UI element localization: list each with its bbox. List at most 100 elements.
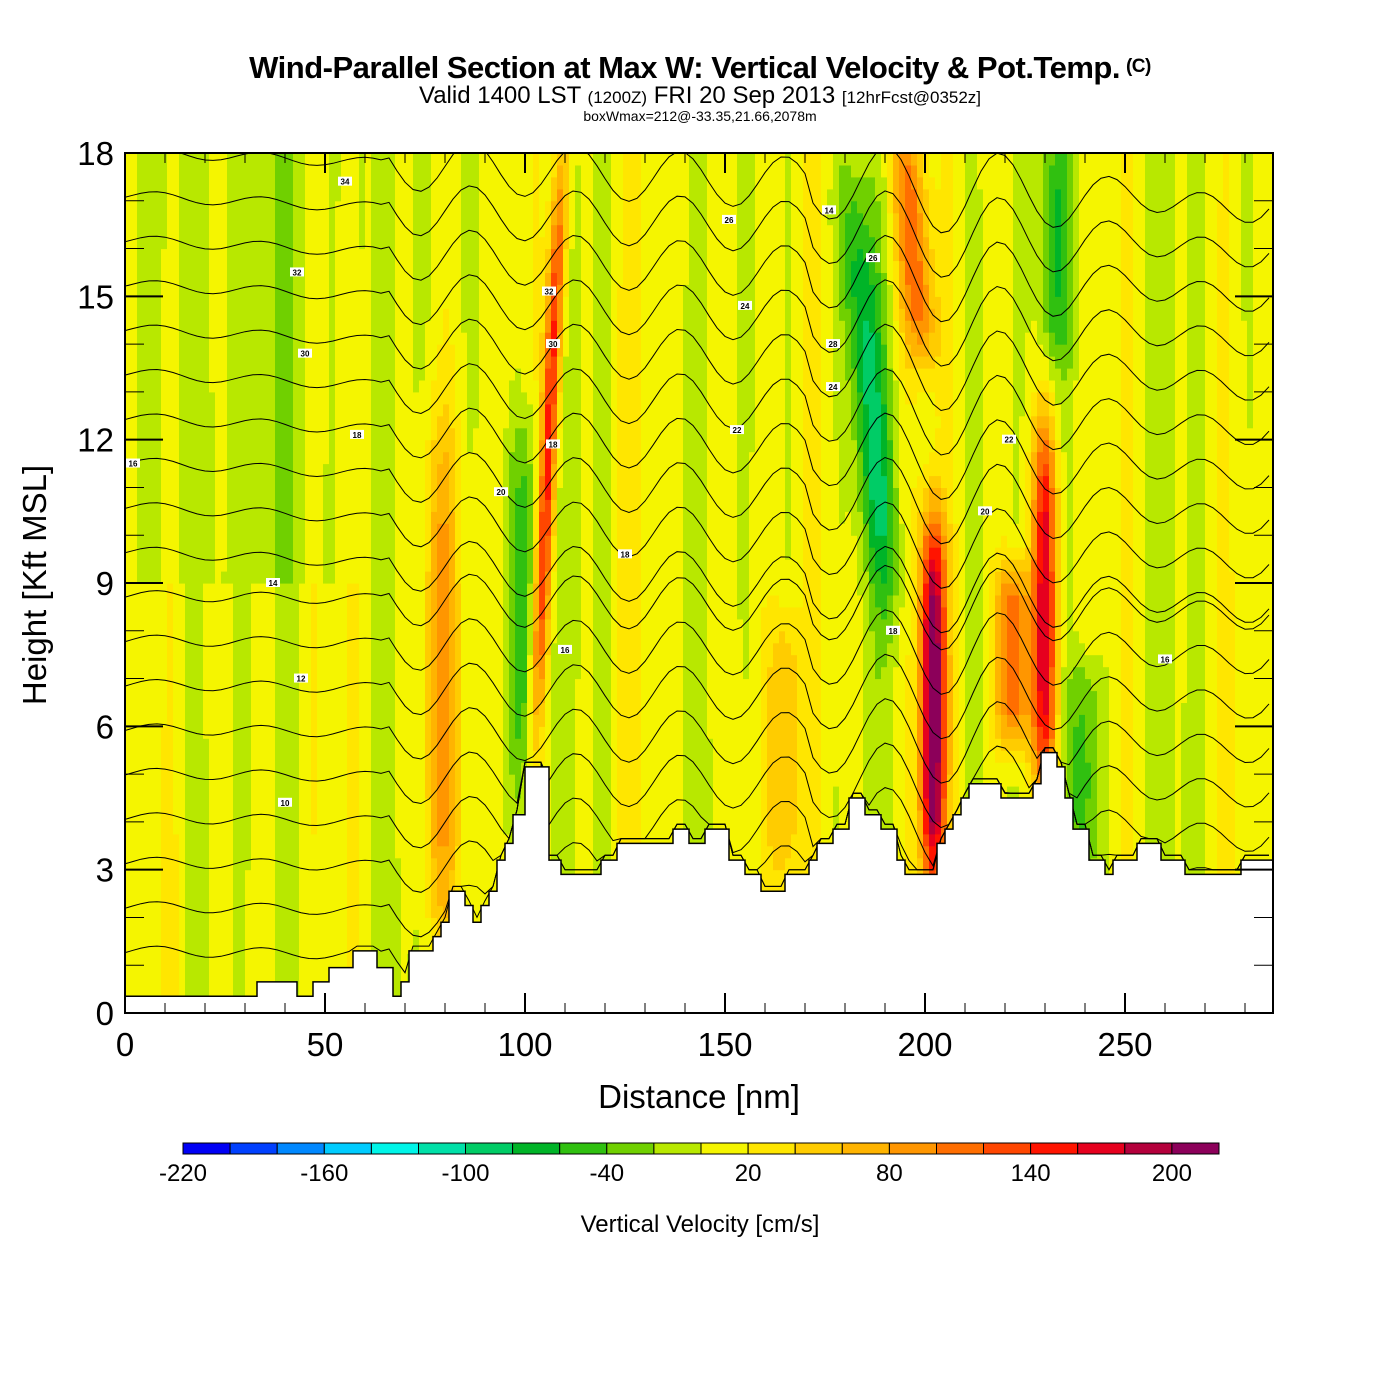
field-cell bbox=[323, 594, 330, 608]
field-cell bbox=[467, 809, 474, 823]
field-cell bbox=[137, 929, 144, 942]
field-cell bbox=[323, 164, 330, 178]
field-cell bbox=[461, 296, 468, 309]
field-cell bbox=[437, 547, 444, 560]
field-cell bbox=[215, 774, 222, 787]
field-cell bbox=[383, 618, 390, 632]
field-cell bbox=[365, 415, 372, 429]
field-cell bbox=[227, 869, 234, 883]
field-cell bbox=[155, 774, 162, 787]
field-cell bbox=[389, 415, 396, 429]
field-cell bbox=[191, 869, 198, 883]
field-cell bbox=[299, 678, 306, 692]
field-cell bbox=[353, 559, 360, 572]
field-cell bbox=[251, 905, 258, 918]
field-cell bbox=[269, 786, 276, 799]
field-cell bbox=[407, 929, 414, 942]
field-cell bbox=[245, 774, 252, 787]
field-cell bbox=[365, 188, 372, 202]
field-cell bbox=[161, 618, 168, 632]
field-cell bbox=[185, 702, 192, 715]
field-cell bbox=[341, 583, 348, 596]
field-cell bbox=[461, 642, 468, 656]
field-cell bbox=[125, 953, 132, 966]
field-cell bbox=[239, 487, 246, 500]
field-cell bbox=[263, 164, 270, 178]
field-cell bbox=[287, 308, 294, 321]
field-cell bbox=[167, 475, 174, 488]
field-cell bbox=[317, 200, 324, 214]
field-cell bbox=[173, 547, 180, 560]
field-cell bbox=[425, 893, 432, 907]
field-cell bbox=[371, 153, 378, 166]
field-cell bbox=[341, 153, 348, 166]
field-cell bbox=[341, 403, 348, 417]
field-cell bbox=[347, 559, 354, 572]
field-cell bbox=[251, 236, 258, 250]
field-cell bbox=[155, 917, 162, 930]
field-cell bbox=[425, 821, 432, 835]
field-cell bbox=[347, 511, 354, 524]
field-cell bbox=[335, 786, 342, 799]
field-cell bbox=[323, 427, 330, 441]
field-cell bbox=[155, 475, 162, 488]
field-cell bbox=[215, 523, 222, 536]
field-cell bbox=[287, 344, 294, 357]
field-cell bbox=[329, 427, 336, 441]
field-cell bbox=[299, 248, 306, 262]
field-cell bbox=[311, 833, 318, 847]
field-cell bbox=[275, 224, 282, 238]
field-cell bbox=[533, 690, 540, 703]
field-cell bbox=[383, 248, 390, 262]
field-cell bbox=[209, 881, 216, 895]
field-cell bbox=[353, 332, 360, 345]
field-cell bbox=[455, 368, 462, 381]
field-cell bbox=[173, 164, 180, 178]
field-cell bbox=[227, 475, 234, 488]
field-cell bbox=[353, 654, 360, 668]
field-cell bbox=[257, 272, 264, 285]
field-cell bbox=[365, 702, 372, 715]
field-cell bbox=[263, 320, 270, 333]
field-cell bbox=[413, 368, 420, 381]
field-cell bbox=[515, 224, 522, 238]
field-cell bbox=[389, 272, 396, 285]
field-cell bbox=[467, 738, 474, 751]
field-cell bbox=[179, 356, 186, 369]
field-cell bbox=[521, 606, 528, 620]
field-cell bbox=[155, 953, 162, 966]
field-cell bbox=[335, 260, 342, 273]
field-cell bbox=[335, 762, 342, 775]
field-cell bbox=[215, 487, 222, 500]
field-cell bbox=[473, 881, 480, 895]
field-cell bbox=[293, 212, 300, 226]
field-cell bbox=[335, 415, 342, 429]
field-cell bbox=[425, 391, 432, 405]
field-cell bbox=[275, 523, 282, 536]
field-cell bbox=[149, 463, 156, 477]
field-cell bbox=[425, 284, 432, 297]
field-cell bbox=[293, 284, 300, 297]
field-cell bbox=[203, 977, 210, 990]
field-cell bbox=[281, 368, 288, 381]
field-cell bbox=[275, 869, 282, 883]
field-cell bbox=[221, 714, 228, 727]
field-cell bbox=[371, 702, 378, 715]
field-cell bbox=[191, 618, 198, 632]
field-cell bbox=[149, 929, 156, 942]
field-cell bbox=[443, 499, 450, 512]
field-cell bbox=[281, 821, 288, 835]
field-cell bbox=[419, 833, 426, 847]
field-cell bbox=[209, 762, 216, 775]
field-cell bbox=[461, 618, 468, 632]
field-cell bbox=[155, 153, 162, 166]
field-cell bbox=[413, 630, 420, 644]
field-cell bbox=[443, 606, 450, 620]
field-cell bbox=[431, 583, 438, 596]
field-cell bbox=[527, 296, 534, 309]
field-cell bbox=[281, 654, 288, 668]
field-cell bbox=[269, 176, 276, 190]
field-cell bbox=[269, 893, 276, 907]
field-cell bbox=[257, 356, 264, 369]
field-cell bbox=[455, 750, 462, 763]
